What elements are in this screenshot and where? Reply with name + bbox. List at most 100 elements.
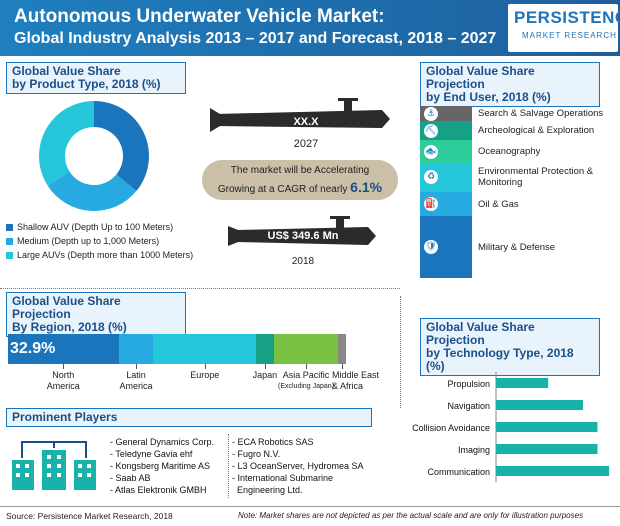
region-tick-mark	[204, 364, 206, 369]
technology-bar-chart: Propulsion Navigation Collision Avoidance I…	[412, 372, 610, 482]
technology-title-line1: Global Value Share Projection	[426, 320, 535, 347]
end-user-label: Oceanography	[478, 146, 541, 158]
year-2018: 2018	[291, 256, 315, 267]
building-network-icon	[12, 441, 96, 490]
divider	[228, 434, 229, 498]
legend-entry: Large AUVs (Depth more than 1000 Meters)	[6, 250, 206, 260]
region-segment	[273, 334, 339, 364]
legend-label: Medium (Depth up to 1,000 Meters)	[17, 236, 160, 246]
product-type-legend: Shallow AUV (Depth Up to 100 Meters) Medi…	[6, 222, 206, 264]
player-item: - Saab AB	[110, 473, 151, 483]
submarine-2027-icon	[210, 98, 390, 132]
region-tick-mark	[306, 364, 308, 369]
region-highlight-value: 32.9%	[10, 340, 56, 357]
region-title-line2: By Region, 2018 (%)	[12, 320, 127, 334]
product-type-title: Global Value Share by Product Type, 2018…	[6, 62, 186, 94]
region-tick-mark	[136, 364, 137, 369]
tech-bar	[496, 444, 598, 454]
legend-label: Shallow AUV (Depth Up to 100 Meters)	[17, 222, 174, 232]
region-tick-mark	[342, 364, 344, 369]
end-user-segment: 🛡	[420, 216, 472, 278]
players-title: Prominent Players	[6, 408, 372, 427]
region-axis: North America Latin America Europe Japan Asia …	[8, 364, 408, 404]
players-list-right: - ECA Robotics SAS - Fugro N.V. - L3 Ocean…	[232, 436, 382, 496]
player-item: - Atlas Elektronik GMBH	[110, 485, 207, 495]
legend-swatch	[6, 223, 13, 231]
tech-bar	[496, 378, 549, 388]
end-user-title-line1: Global Value Share Projection	[426, 64, 535, 91]
region-title: Global Value Share Projection By Region,…	[6, 292, 186, 337]
end-user-title-line2: by End User, 2018 (%)	[426, 90, 551, 104]
end-user-stacked-bar: ⚓ ⛏ 🐟 ♻ ⛽ 🛡	[420, 106, 472, 278]
end-user-segment: 🐟	[420, 140, 472, 163]
region-title-line1: Global Value Share Projection	[12, 294, 121, 321]
end-user-label: Oil & Gas	[478, 198, 519, 210]
military-icon: 🛡	[424, 240, 438, 255]
cagr-text-line1: The market will be Accelerating	[230, 165, 370, 176]
tech-bar	[496, 422, 598, 432]
legend-swatch	[6, 251, 13, 259]
player-item: - Teledyne Gavia ehf	[110, 449, 193, 459]
divider	[400, 296, 401, 408]
region-stacked-bar	[8, 334, 346, 364]
end-user-label: Search & Salvage Operations	[478, 108, 604, 120]
logo-wordmark: PERSISTENCE	[514, 8, 620, 27]
player-item: - L3 OceanServer, Hydromea SA	[232, 461, 364, 471]
cagr-callout	[202, 160, 398, 200]
archeology-icon: ⛏	[424, 123, 438, 138]
value-2018: US$ 349.6 Mn	[267, 230, 339, 242]
end-user-segment: ♻	[420, 162, 472, 192]
end-user-segment: ⛽	[420, 192, 472, 217]
legend-label: Large AUVs (Depth more than 1000 Meters)	[17, 250, 194, 260]
report-subtitle: Global Industry Analysis 2013 – 2017 and…	[14, 30, 497, 47]
region-segment	[255, 334, 274, 364]
player-item: - Fugro N.V.	[232, 449, 281, 459]
region-segment	[118, 334, 154, 364]
value-2027: XX.X	[293, 116, 319, 128]
tech-label: Imaging	[458, 445, 490, 455]
end-user-label: Archeological & Exploration	[478, 125, 595, 137]
region-tick-label: Latin America	[119, 370, 153, 391]
footer	[0, 506, 620, 526]
legend-swatch	[6, 237, 13, 245]
report-title: Autonomous Underwater Vehicle Market:	[14, 6, 385, 27]
region-tick-mark	[63, 364, 65, 369]
product-type-title-line1: Global Value Share	[12, 64, 121, 78]
player-item: Engineering Ltd.	[232, 485, 303, 495]
donut-slice	[94, 101, 149, 192]
cagr-text-prefix: Growing at a CAGR of nearly	[217, 184, 351, 195]
technology-title: Global Value Share Projection by Technol…	[420, 318, 600, 376]
product-type-donut-chart	[39, 101, 149, 211]
tech-label: Communication	[427, 467, 490, 477]
region-tick-label: Asia Pacific (Excluding Japan)	[278, 370, 335, 390]
region-tick-label: Japan	[252, 370, 278, 380]
tech-bar	[496, 466, 610, 476]
region-tick-label: Europe	[190, 370, 220, 380]
oceanography-icon: 🐟	[424, 144, 438, 159]
cagr-value: 6.1%	[350, 179, 383, 195]
region-tick-label: North America	[46, 370, 80, 391]
tech-label: Navigation	[447, 401, 490, 411]
cagr-text-line2: Growing at a CAGR of nearly 6.1%	[210, 179, 390, 195]
search-salvage-icon: ⚓	[424, 106, 438, 121]
player-item: - ECA Robotics SAS	[232, 437, 314, 447]
end-user-labels: Search & Salvage Operations Archeological…	[478, 106, 618, 278]
submarine-2018-icon	[228, 216, 376, 246]
players-list-left: - General Dynamics Corp. - Teledyne Gavia…	[110, 436, 230, 496]
divider	[0, 288, 400, 289]
region-tick-label: Middle East & Africa	[332, 370, 380, 391]
end-user-segment: ⛏	[420, 121, 472, 141]
tech-label: Propulsion	[447, 379, 490, 389]
end-user-label: Environmental Protection & Monitoring	[478, 166, 594, 189]
donut-slice	[47, 171, 137, 211]
tech-bar	[496, 400, 583, 410]
player-item: - Kongsberg Maritime AS	[110, 461, 211, 471]
footer-source: Source: Persistence Market Research, 201…	[6, 511, 173, 521]
legend-entry: Medium (Depth up to 1,000 Meters)	[6, 236, 206, 246]
tech-label: Collision Avoidance	[412, 423, 490, 433]
product-type-title-line2: by Product Type, 2018 (%)	[12, 77, 161, 91]
end-user-title: Global Value Share Projection by End Use…	[420, 62, 600, 107]
environment-icon: ♻	[424, 170, 438, 185]
legend-entry: Shallow AUV (Depth Up to 100 Meters)	[6, 222, 206, 232]
region-tick-mark	[264, 364, 266, 369]
